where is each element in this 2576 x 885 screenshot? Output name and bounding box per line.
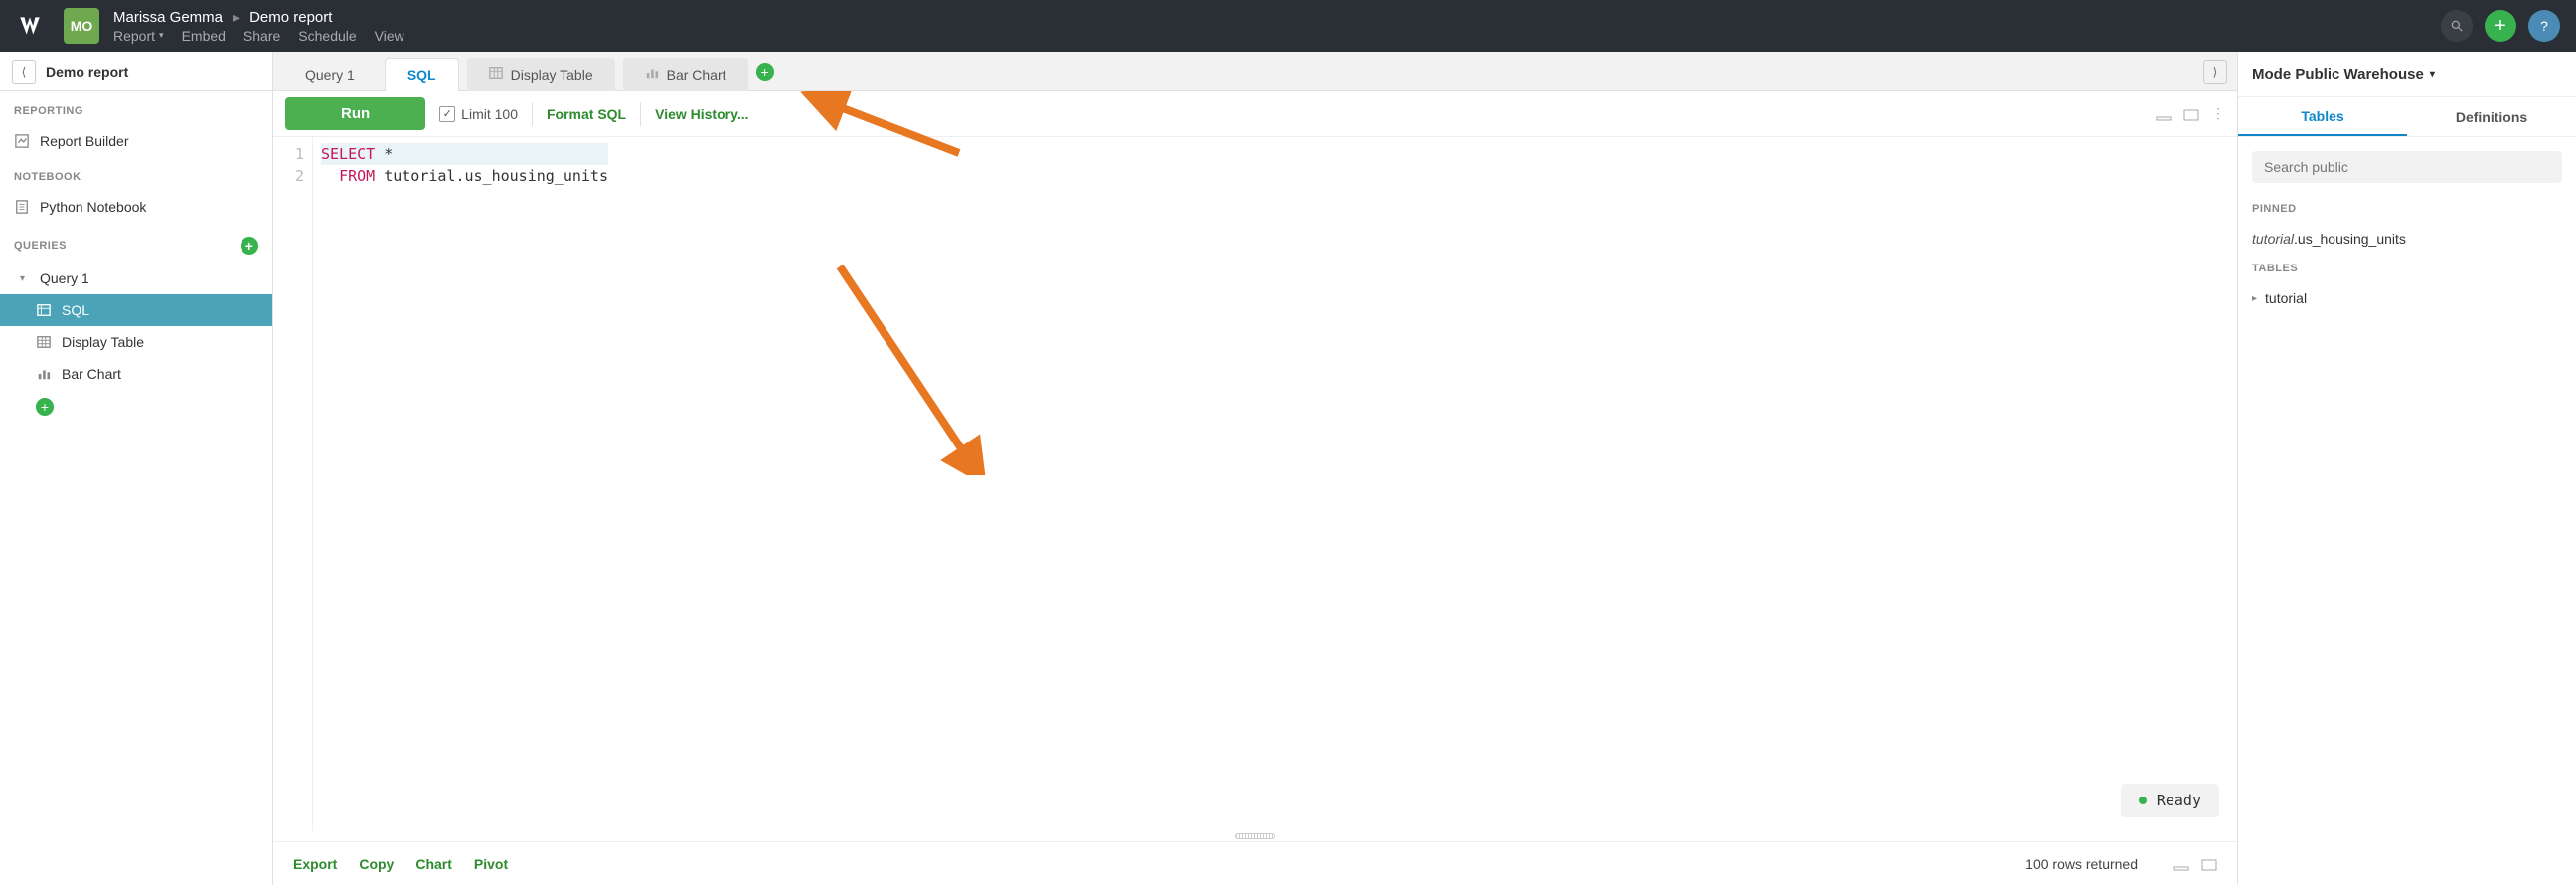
- report-builder-icon: [14, 133, 30, 149]
- chevron-right-icon: ▸: [233, 9, 240, 26]
- bar-chart-icon: [645, 66, 659, 83]
- nav-query1-label: Query 1: [40, 270, 89, 286]
- query-toolbar: Run ✓ Limit 100 Format SQL View History.…: [273, 91, 2237, 137]
- tabs-row: Query 1 SQL Display Table Bar Chart + ⟩: [273, 52, 2237, 91]
- expand-panel-button[interactable]: ⟩: [2203, 60, 2227, 84]
- menu-embed[interactable]: Embed: [182, 28, 226, 44]
- rp-tab-tables[interactable]: Tables: [2238, 97, 2407, 136]
- status-indicator: Ready: [2121, 784, 2219, 817]
- table-icon: [489, 66, 503, 83]
- left-sidebar: ⟨ Demo report REPORTING Report Builder N…: [0, 52, 273, 885]
- add-button[interactable]: +: [2485, 10, 2516, 42]
- limit-checkbox-group[interactable]: ✓ Limit 100: [439, 106, 518, 122]
- tables-group-tutorial[interactable]: ▸ tutorial: [2238, 280, 2576, 316]
- top-bar: MO Marissa Gemma ▸ Demo report Report▾ E…: [0, 0, 2576, 52]
- user-avatar-badge[interactable]: MO: [64, 8, 99, 44]
- notebook-icon: [14, 199, 30, 215]
- run-button[interactable]: Run: [285, 97, 425, 130]
- section-queries-label: QUERIES +: [0, 223, 272, 263]
- limit-label: Limit 100: [461, 106, 518, 122]
- maximize-icon[interactable]: [2183, 108, 2199, 120]
- menu-view[interactable]: View: [375, 28, 404, 44]
- editor-area: Query 1 SQL Display Table Bar Chart + ⟩ …: [273, 52, 2238, 885]
- minimize-icon[interactable]: [2174, 858, 2189, 870]
- bar-chart-icon: [36, 366, 52, 382]
- schema-panel: Mode Public Warehouse ▾ Tables Definitio…: [2238, 52, 2576, 885]
- separator: [532, 102, 533, 126]
- maximize-icon[interactable]: [2201, 858, 2217, 870]
- export-button[interactable]: Export: [293, 856, 337, 872]
- section-reporting-label: REPORTING: [0, 91, 272, 125]
- separator: [640, 102, 641, 126]
- menu-schedule[interactable]: Schedule: [298, 28, 356, 44]
- breadcrumb-user[interactable]: Marissa Gemma: [113, 9, 223, 26]
- caret-down-icon: ▾: [20, 273, 30, 284]
- table-icon: [36, 334, 52, 350]
- nav-sql[interactable]: SQL: [0, 294, 272, 326]
- more-icon[interactable]: ⋮: [2211, 105, 2225, 122]
- pinned-label: PINNED: [2238, 197, 2576, 221]
- nav-report-builder-label: Report Builder: [40, 133, 129, 149]
- results-toolbar: Export Copy Chart Pivot 100 rows returne…: [273, 841, 2237, 885]
- pinned-table-item[interactable]: tutorial.us_housing_units: [2238, 221, 2576, 257]
- sql-icon: [36, 302, 52, 318]
- chart-button[interactable]: Chart: [415, 856, 452, 872]
- help-button[interactable]: ?: [2528, 10, 2560, 42]
- annotation-arrow: [830, 257, 1009, 475]
- nav-bar-chart-label: Bar Chart: [62, 366, 121, 382]
- add-chart-button[interactable]: +: [36, 398, 54, 416]
- code-content[interactable]: SELECT * FROM tutorial.us_housing_units: [313, 137, 608, 831]
- caret-right-icon: ▸: [2252, 293, 2257, 304]
- search-icon[interactable]: [2441, 10, 2473, 42]
- app-logo[interactable]: [16, 12, 44, 40]
- view-history-button[interactable]: View History...: [655, 106, 748, 122]
- tab-bar-chart[interactable]: Bar Chart: [623, 58, 748, 91]
- nav-python-notebook[interactable]: Python Notebook: [0, 191, 272, 223]
- warehouse-selector[interactable]: Mode Public Warehouse ▾: [2238, 52, 2576, 97]
- rows-returned-label: 100 rows returned: [2025, 856, 2138, 872]
- nav-report-builder[interactable]: Report Builder: [0, 125, 272, 157]
- breadcrumb-area: Marissa Gemma ▸ Demo report Report▾ Embe…: [113, 9, 404, 44]
- section-notebook-label: NOTEBOOK: [0, 157, 272, 191]
- rp-tab-definitions[interactable]: Definitions: [2407, 97, 2576, 136]
- line-number-gutter: 1 2: [273, 137, 313, 831]
- tab-query1[interactable]: Query 1: [283, 58, 377, 91]
- checkbox-checked-icon[interactable]: ✓: [439, 106, 455, 122]
- nav-display-table-label: Display Table: [62, 334, 144, 350]
- nav-query1[interactable]: ▾ Query 1: [0, 263, 272, 294]
- format-sql-button[interactable]: Format SQL: [547, 106, 626, 122]
- pivot-button[interactable]: Pivot: [474, 856, 508, 872]
- minimize-icon[interactable]: [2156, 108, 2172, 120]
- menu-share[interactable]: Share: [243, 28, 280, 44]
- status-label: Ready: [2157, 792, 2201, 809]
- sidebar-title: Demo report: [46, 64, 128, 80]
- nav-display-table[interactable]: Display Table: [0, 326, 272, 358]
- status-dot-icon: [2139, 796, 2147, 804]
- breadcrumb-report[interactable]: Demo report: [249, 9, 332, 26]
- tab-display-table[interactable]: Display Table: [467, 58, 615, 91]
- schema-search-input[interactable]: [2252, 151, 2562, 183]
- add-tab-button[interactable]: +: [756, 63, 774, 81]
- nav-python-notebook-label: Python Notebook: [40, 199, 146, 215]
- caret-down-icon: ▾: [2430, 69, 2435, 80]
- caret-down-icon: ▾: [159, 30, 164, 41]
- nav-bar-chart[interactable]: Bar Chart: [0, 358, 272, 390]
- resize-handle[interactable]: [273, 831, 2237, 841]
- add-query-button[interactable]: +: [241, 237, 258, 255]
- nav-sql-label: SQL: [62, 302, 89, 318]
- collapse-sidebar-button[interactable]: ⟨: [12, 60, 36, 84]
- tables-label: TABLES: [2238, 257, 2576, 280]
- tab-sql[interactable]: SQL: [385, 58, 459, 91]
- menu-report[interactable]: Report▾: [113, 28, 164, 44]
- sql-editor[interactable]: 1 2 SELECT * FROM tutorial.us_housing_un…: [273, 137, 2237, 831]
- copy-button[interactable]: Copy: [359, 856, 394, 872]
